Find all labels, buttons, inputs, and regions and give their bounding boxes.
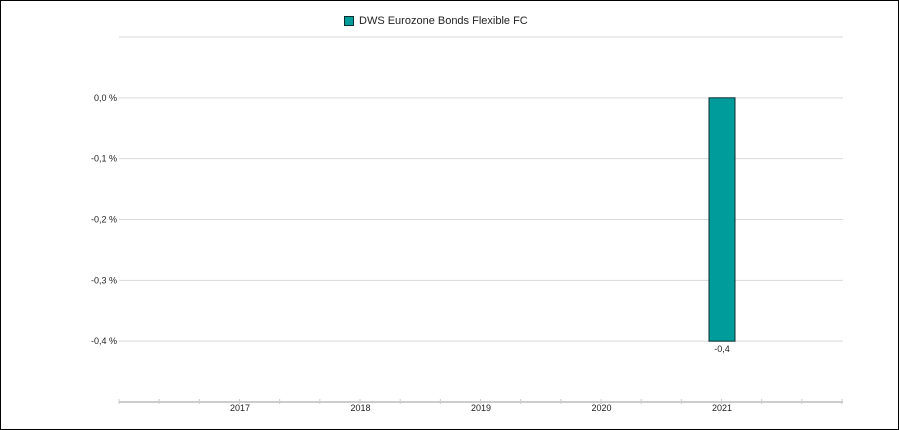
y-tick-label: -0,4 % — [91, 336, 117, 346]
x-tick-label: 2020 — [591, 403, 611, 413]
y-tick-label: -0,1 % — [91, 154, 117, 164]
x-tick-label: 2021 — [712, 403, 732, 413]
bar — [708, 97, 736, 342]
legend-label: DWS Eurozone Bonds Flexible FC — [359, 15, 528, 27]
x-tick-label: 2017 — [230, 403, 250, 413]
y-tick-label: 0,0 % — [94, 93, 117, 103]
y-tick-label: -0,3 % — [91, 275, 117, 285]
x-tick-label: 2018 — [350, 403, 370, 413]
y-tick-label: -0,2 % — [91, 215, 117, 225]
data-label: -0,4 — [714, 344, 730, 354]
legend: DWS Eurozone Bonds Flexible FC — [344, 15, 528, 27]
legend-swatch — [344, 16, 354, 26]
x-tick-label: 2019 — [471, 403, 491, 413]
